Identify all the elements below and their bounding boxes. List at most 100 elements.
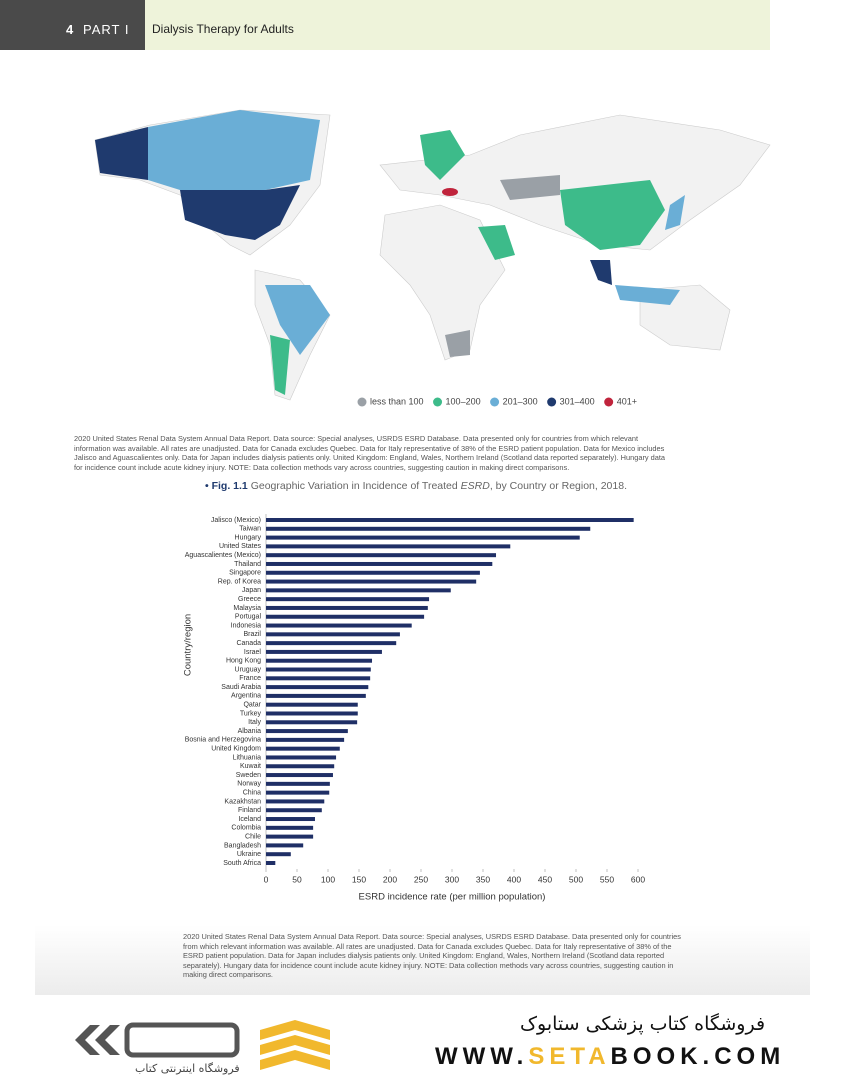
y-tick-label: Taiwan (239, 526, 261, 533)
bar (266, 658, 373, 663)
bar (266, 623, 412, 628)
bar-chart: 0 50 100 150 200 250 300 350 400 450 500 550 600 Jali… (183, 514, 645, 903)
bar (266, 861, 276, 865)
url-end: BOOK.COM (610, 1043, 786, 1070)
y-tick-label: Bangladesh (224, 842, 261, 849)
bar (266, 561, 493, 566)
region-argentina (270, 335, 290, 395)
bar (266, 834, 314, 839)
region-saudi (478, 225, 515, 260)
x-tick-label: 450 (538, 874, 552, 884)
y-tick-label: Aguascalientes (Mexico) (185, 552, 261, 559)
region-hungary (442, 188, 458, 196)
bar (266, 579, 477, 584)
y-tick-label: Ukraine (237, 851, 261, 858)
legend-label: less than 100 (370, 396, 424, 406)
legend-label: 201–300 (503, 396, 538, 406)
bar (266, 535, 580, 540)
y-tick-label: Finland (238, 807, 261, 814)
y-tick-label: France (239, 675, 261, 682)
chart-note: 2020 United States Renal Data System Ann… (183, 932, 681, 980)
y-tick-label: Malaysia (233, 605, 261, 612)
part-label: PART I (83, 22, 130, 37)
y-tick-label: Saudi Arabia (221, 684, 261, 691)
y-tick-label: Bosnia and Herzegovina (185, 737, 261, 744)
world-map: less than 100 100–200 201–300 301–400 401+ (94, 109, 771, 407)
map-note: 2020 United States Renal Data System Ann… (74, 434, 666, 472)
page-number: 4 (66, 22, 74, 37)
x-tick-label: 550 (600, 874, 614, 884)
y-tick-label: Uruguay (235, 666, 262, 673)
bar (266, 588, 451, 593)
legend-swatch (604, 397, 614, 407)
y-tick-label: Hong Kong (226, 658, 261, 665)
logo-icon (260, 1020, 330, 1070)
bar (266, 649, 382, 654)
region-china (560, 180, 665, 250)
region-alaska (95, 127, 148, 180)
legend-swatch (357, 397, 367, 407)
legend-label: 301–400 (560, 396, 595, 406)
x-tick-label: 100 (321, 874, 335, 884)
y-tick-label: Japan (242, 587, 261, 594)
map-legend: less than 100 100–200 201–300 301–400 401+ (357, 396, 637, 407)
logo-mark (75, 1022, 240, 1058)
y-tick-label: Canada (236, 640, 261, 647)
y-tick-label: Italy (248, 719, 261, 726)
legend-label: 100–200 (446, 396, 481, 406)
x-tick-label: 600 (631, 874, 645, 884)
bar (266, 737, 345, 742)
x-tick-label: 300 (445, 874, 459, 884)
bar (266, 773, 333, 778)
url-highlight: SETA (528, 1043, 611, 1070)
region-indonesia (615, 285, 680, 305)
y-tick-label: Qatar (243, 702, 261, 709)
caption-italic: ESRD (460, 480, 490, 492)
logo: فروشگاه اینترنتی کتاب (75, 1020, 245, 1078)
website: WWW.SETABOOK.COM (435, 1043, 785, 1071)
y-tick-label: Iceland (238, 816, 261, 823)
x-tick-label: 200 (383, 874, 397, 884)
y-tick-label: Indonesia (231, 622, 261, 629)
bar (266, 685, 369, 690)
logo-text: فروشگاه اینترنتی کتاب (135, 1062, 240, 1075)
shop-name: فروشگاه کتاب پزشکی ستابوک (520, 1013, 766, 1035)
legend-label: 401+ (617, 396, 637, 406)
y-tick-label: Turkey (240, 710, 262, 717)
y-tick-label: Singapore (229, 570, 261, 577)
bar (266, 544, 511, 549)
y-tick-label: Portugal (235, 614, 262, 621)
y-tick-label: Argentina (231, 693, 261, 700)
x-tick-label: 0 (264, 874, 269, 884)
bar (266, 632, 400, 637)
bar (266, 843, 304, 848)
region-thailand (590, 260, 612, 285)
legend-swatch (490, 397, 500, 407)
bar (266, 570, 480, 575)
y-tick-label: Israel (244, 649, 262, 656)
bar (266, 817, 315, 822)
y-tick-label: Sweden (236, 772, 261, 779)
bar (266, 825, 314, 830)
region-scandinavia (420, 130, 465, 180)
y-tick-label: Norway (237, 781, 261, 788)
bar (266, 526, 591, 531)
legend-swatch (433, 397, 443, 407)
y-tick-label: United Kingdom (211, 746, 261, 753)
bar (266, 781, 330, 786)
bar (266, 729, 348, 734)
y-tick-label: Hungary (235, 534, 262, 541)
url-start: WWW. (435, 1043, 529, 1070)
y-tick-label: United States (219, 543, 262, 550)
bar (266, 720, 358, 725)
y-tick-label: Colombia (231, 825, 261, 832)
bar (266, 641, 397, 646)
legend-swatch (547, 397, 557, 407)
y-tick-label: Albania (238, 728, 261, 735)
y-tick-label: Brazil (243, 631, 261, 638)
y-tick-label: Greece (238, 596, 261, 603)
region-canada (148, 110, 320, 190)
figure-number: Fig. 1.1 (211, 480, 248, 492)
bar (266, 755, 337, 760)
bar (266, 693, 366, 698)
